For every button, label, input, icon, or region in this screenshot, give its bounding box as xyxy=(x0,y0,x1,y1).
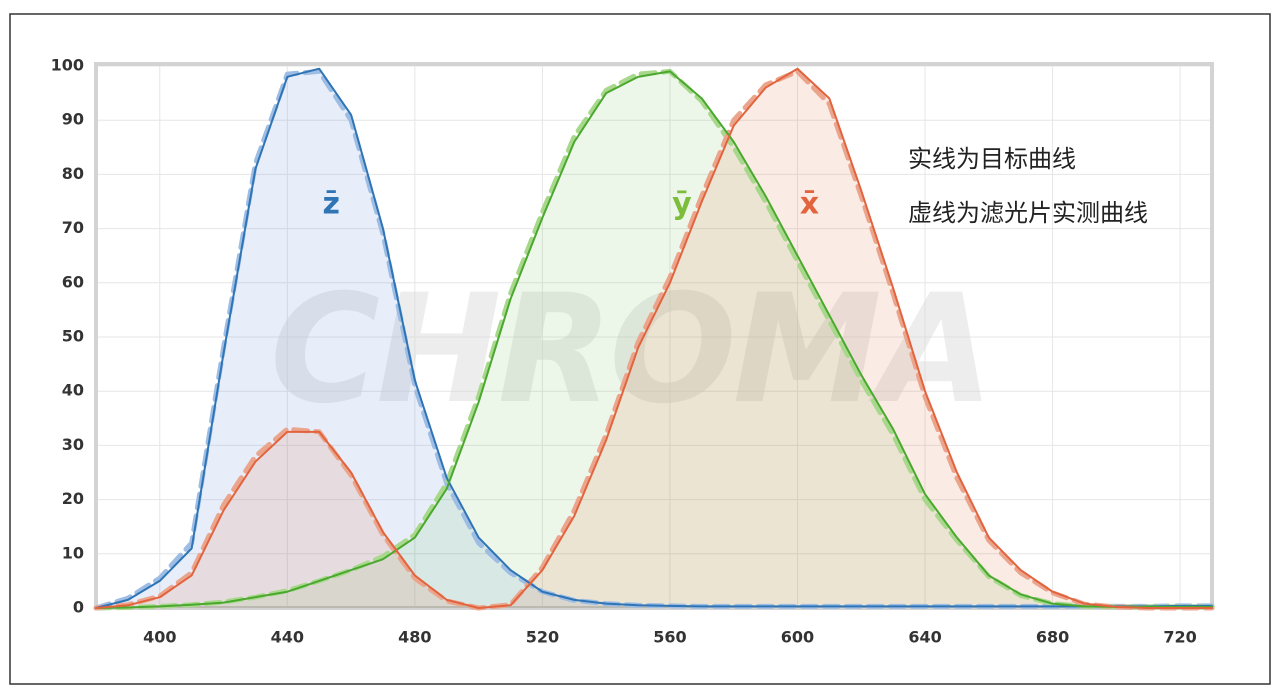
frame xyxy=(9,13,1271,685)
line xyxy=(95,70,1213,609)
x-tick-label: 600 xyxy=(781,628,814,647)
y-tick-label: 80 xyxy=(62,164,84,183)
y-tick-label: 100 xyxy=(51,56,84,75)
y-tick-label: 30 xyxy=(62,435,84,454)
x-tick-label: 560 xyxy=(653,628,686,647)
x-tick-label: 480 xyxy=(398,628,431,647)
series-label: ȳ xyxy=(672,187,692,222)
watermark: CHROMA xyxy=(270,263,990,437)
y-tick-label: 10 xyxy=(62,543,84,562)
y-tick-label: 70 xyxy=(62,218,84,237)
area xyxy=(96,68,1212,608)
x-tick-label: 440 xyxy=(271,628,304,647)
x-tick-label: 400 xyxy=(143,628,176,647)
y-tick-label: 40 xyxy=(62,381,84,400)
x-tick-label: 520 xyxy=(526,628,559,647)
y-tick-label: 0 xyxy=(73,598,84,617)
y-tick-label: 20 xyxy=(62,489,84,508)
y-tick-label: 90 xyxy=(62,110,84,129)
series-label: x̄ xyxy=(800,187,819,222)
x-tick-label: 720 xyxy=(1163,628,1196,647)
y-tick-label: 50 xyxy=(62,327,84,346)
x-tick-label: 680 xyxy=(1036,628,1069,647)
line xyxy=(95,67,1213,609)
area xyxy=(96,71,1212,609)
annotation: 虚线为滤光片实测曲线 xyxy=(908,199,1148,227)
annotation: 实线为目标曲线 xyxy=(908,145,1076,173)
series-label: z̄ xyxy=(322,187,339,222)
dashed-line xyxy=(93,68,1215,611)
x-tick-label: 640 xyxy=(908,628,941,647)
y-tick-label: 60 xyxy=(62,272,84,291)
line xyxy=(95,67,1213,609)
